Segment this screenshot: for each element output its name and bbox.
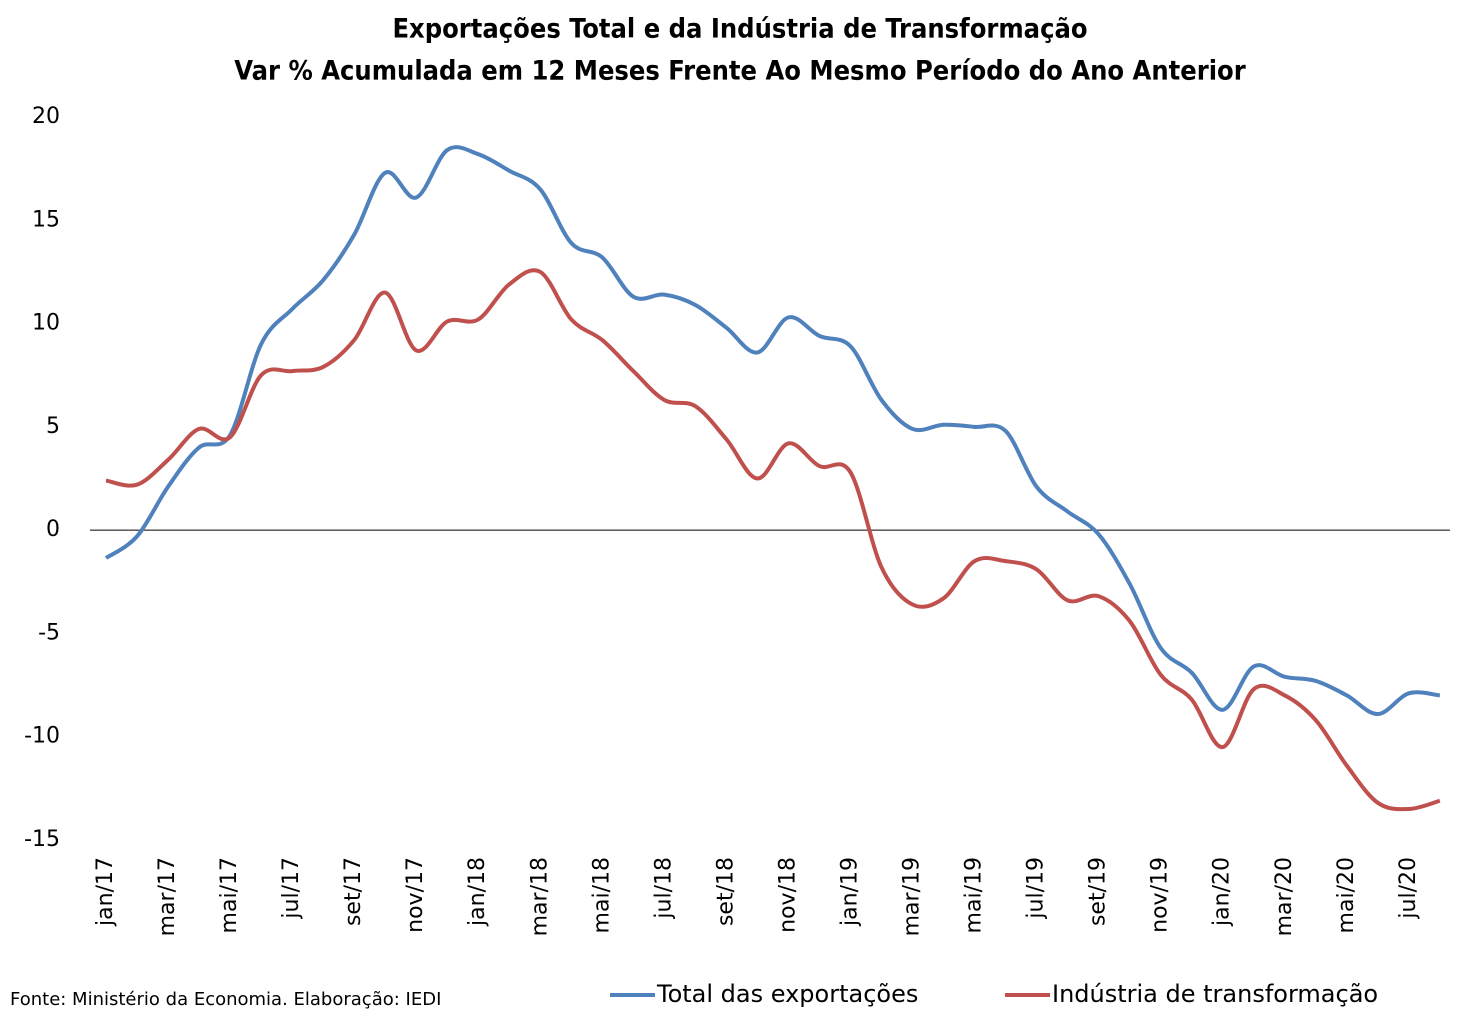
y-tick-label: -15 xyxy=(24,827,60,852)
y-tick-label: -10 xyxy=(24,724,60,749)
y-tick-label: 20 xyxy=(32,104,60,129)
x-tick-label: jan/20 xyxy=(1210,857,1235,927)
x-tick-label: mar/18 xyxy=(527,857,552,936)
x-tick-label: mar/17 xyxy=(155,857,180,936)
x-tick-label: set/17 xyxy=(341,857,366,926)
legend-label: Indústria de transformação xyxy=(1052,980,1378,1008)
x-tick-label: nov/17 xyxy=(403,857,428,933)
x-tick-label: mar/19 xyxy=(900,857,925,936)
x-tick-label: jan/19 xyxy=(837,857,862,927)
chart-subtitle: Var % Acumulada em 12 Meses Frente Ao Me… xyxy=(234,56,1245,87)
y-tick-label: 0 xyxy=(46,517,60,542)
x-tick-label: mai/18 xyxy=(589,857,614,933)
x-tick-label: set/18 xyxy=(713,857,738,926)
legend-label: Total das exportações xyxy=(656,980,918,1008)
x-tick-label: jul/18 xyxy=(651,857,676,920)
x-tick-label: mai/20 xyxy=(1334,857,1359,933)
x-tick-label: jul/19 xyxy=(1024,857,1049,920)
x-tick-label: jan/17 xyxy=(93,857,118,927)
x-tick-label: mar/20 xyxy=(1272,857,1297,936)
y-tick-label: 10 xyxy=(32,311,60,336)
source-note: Fonte: Ministério da Economia. Elaboraçã… xyxy=(10,989,441,1010)
x-tick-label: jul/20 xyxy=(1396,857,1421,920)
chart-title: Exportações Total e da Indústria de Tran… xyxy=(392,14,1087,45)
x-tick-label: nov/19 xyxy=(1148,857,1173,933)
x-tick-label: mai/17 xyxy=(217,857,242,933)
y-tick-label: -5 xyxy=(38,620,60,645)
y-tick-label: 5 xyxy=(46,414,60,439)
series-line xyxy=(105,268,1441,812)
x-tick-label: mai/19 xyxy=(962,857,987,933)
x-tick-label: nov/18 xyxy=(775,857,800,933)
x-tick-label: set/19 xyxy=(1086,857,1111,926)
x-tick-label: jul/17 xyxy=(279,857,304,920)
x-tick-label: jan/18 xyxy=(465,857,490,927)
y-tick-label: 15 xyxy=(32,207,60,232)
series-line xyxy=(104,145,1441,716)
